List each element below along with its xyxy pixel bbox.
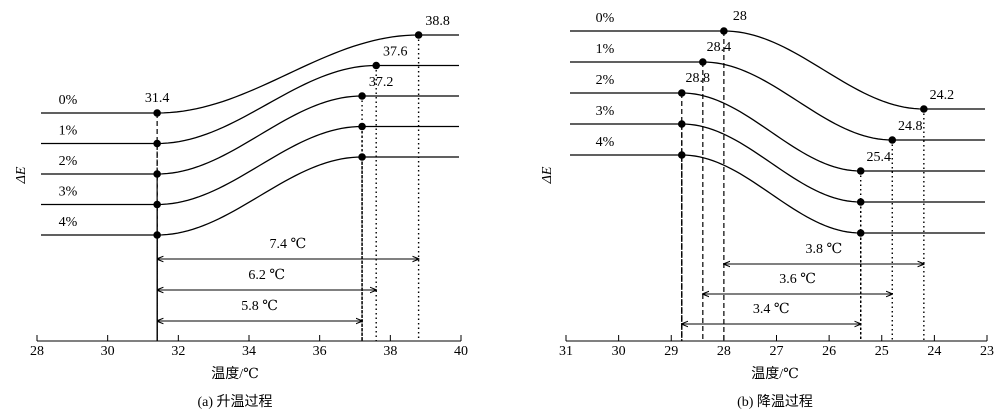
- series-name: 3%: [59, 185, 78, 200]
- curve: [41, 156, 459, 236]
- x-tick-label: 40: [454, 344, 468, 359]
- x-tick-label: 28: [30, 344, 44, 359]
- data-label: 28: [733, 9, 747, 24]
- annotation: 5.8 ℃: [241, 299, 278, 314]
- data-label: 37.2: [369, 75, 394, 90]
- x-tick-label: 29: [664, 344, 678, 359]
- onset-point: [677, 151, 686, 159]
- onset-point: [720, 27, 728, 35]
- annotation: 3.4 ℃: [753, 302, 790, 317]
- x-tick-label: 25: [875, 344, 889, 359]
- annotation: 6.2 ℃: [248, 268, 285, 283]
- onset-point: [699, 58, 707, 66]
- data-label: 37.6: [383, 45, 408, 60]
- end-point: [856, 167, 865, 175]
- x-tick-label: 32: [171, 344, 185, 359]
- series-name: 0%: [596, 11, 615, 26]
- x-axis-label: 温度/℃: [211, 366, 259, 382]
- x-tick-label: 30: [101, 344, 115, 359]
- data-label: 24.2: [930, 88, 955, 103]
- curve: [570, 123, 985, 203]
- caption: (b) 降温过程: [737, 394, 813, 410]
- end-point: [358, 92, 366, 100]
- data-label: 28.8: [686, 71, 711, 86]
- onset-point: [153, 139, 161, 148]
- annotation: 7.4 ℃: [270, 237, 307, 252]
- curve: [41, 125, 459, 206]
- x-tick-label: 27: [770, 344, 784, 359]
- end-point: [358, 122, 366, 131]
- curve: [570, 92, 985, 172]
- data-label: 28.4: [707, 40, 732, 55]
- data-label: 24.8: [898, 119, 923, 134]
- series-name: 3%: [596, 104, 615, 119]
- curve: [570, 30, 985, 110]
- data-label: 38.8: [425, 14, 450, 29]
- x-axis-label: 温度/℃: [751, 366, 799, 382]
- x-tick-label: 31: [559, 344, 573, 359]
- x-tick-label: 28: [717, 344, 731, 359]
- curve: [570, 154, 985, 234]
- end-point: [920, 105, 928, 113]
- end-point: [358, 153, 366, 161]
- series-name: 4%: [596, 135, 615, 150]
- series-name: 2%: [596, 73, 615, 88]
- curve: [41, 95, 459, 175]
- y-axis-label: ΔE: [540, 166, 555, 184]
- x-tick-label: 24: [927, 344, 941, 359]
- onset-point: [153, 231, 161, 239]
- onset-point: [153, 109, 161, 117]
- onset-point: [153, 170, 161, 178]
- end-point: [888, 136, 897, 144]
- onset-point: [677, 89, 686, 97]
- curve: [41, 64, 459, 145]
- x-tick-label: 23: [980, 344, 994, 359]
- data-label: 25.4: [866, 150, 891, 165]
- end-point: [856, 198, 865, 206]
- curve: [41, 34, 459, 114]
- annotation: 3.6 ℃: [779, 272, 816, 287]
- x-tick-label: 26: [822, 344, 836, 359]
- annotation: 3.8 ℃: [806, 242, 843, 257]
- series-name: 1%: [596, 42, 615, 57]
- curve: [570, 61, 985, 141]
- y-axis-label: ΔE: [14, 166, 29, 184]
- series-name: 0%: [59, 93, 78, 108]
- series-name: 4%: [59, 215, 78, 230]
- x-tick-label: 34: [242, 344, 256, 359]
- x-tick-label: 38: [383, 344, 397, 359]
- caption: (a) 升温过程: [197, 394, 272, 410]
- end-point: [372, 61, 381, 70]
- end-point: [414, 31, 423, 39]
- x-tick-label: 30: [612, 344, 626, 359]
- end-point: [856, 229, 865, 237]
- series-name: 2%: [59, 154, 78, 169]
- onset-point: [153, 200, 161, 209]
- onset-point: [677, 120, 686, 128]
- data-label: 31.4: [145, 91, 170, 106]
- series-name: 1%: [59, 124, 78, 139]
- x-tick-label: 36: [313, 344, 327, 359]
